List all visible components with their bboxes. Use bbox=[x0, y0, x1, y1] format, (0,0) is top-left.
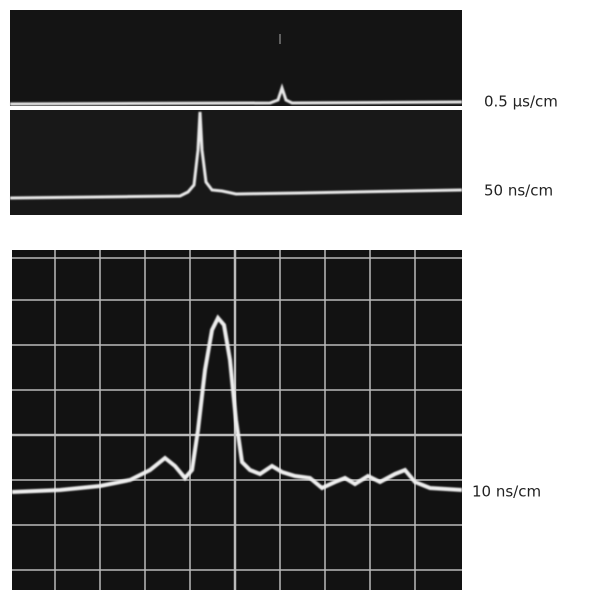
scope-trace-top bbox=[9, 10, 463, 106]
sweep-label: 50 ns/cm bbox=[484, 182, 553, 200]
sweep-label: 10 ns/cm bbox=[472, 483, 541, 501]
sweep-label: 0.5 μs/cm bbox=[484, 93, 558, 111]
scope-trace-middle bbox=[9, 110, 463, 215]
scope-trace-bottom bbox=[11, 250, 463, 590]
